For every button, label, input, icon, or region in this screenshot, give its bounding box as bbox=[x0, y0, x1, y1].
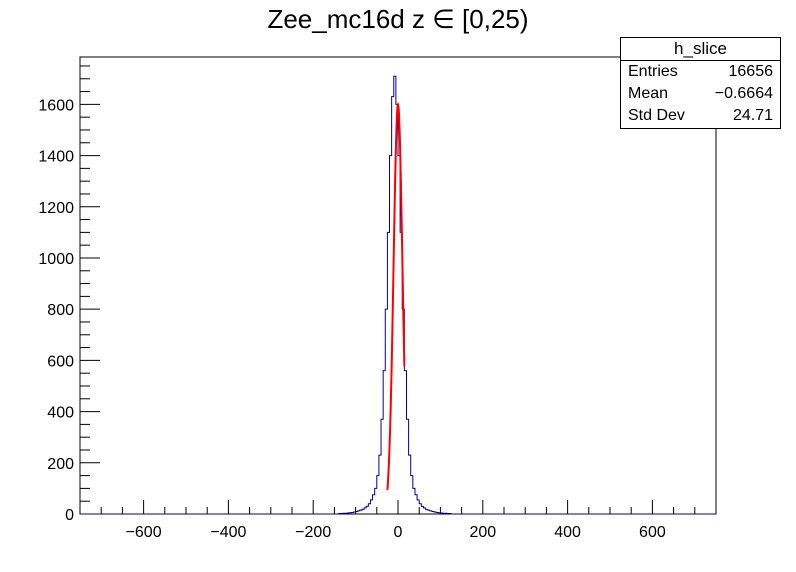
stats-row-stddev: Std Dev 24.71 bbox=[621, 105, 780, 127]
x-tick-label: 200 bbox=[469, 524, 496, 541]
x-tick-label: −600 bbox=[126, 524, 162, 541]
y-tick-label: 200 bbox=[47, 456, 74, 473]
y-tick-label: 0 bbox=[65, 507, 74, 524]
stats-label: Std Dev bbox=[628, 107, 685, 124]
x-axis: −600 −400 −200 0 200 400 600 bbox=[79, 500, 717, 541]
x-tick-label: 0 bbox=[394, 524, 403, 541]
x-tick-label: −400 bbox=[210, 524, 246, 541]
stats-label: Mean bbox=[628, 85, 669, 102]
x-tick-label: −200 bbox=[295, 524, 331, 541]
x-tick-label: 400 bbox=[554, 524, 581, 541]
y-tick-label: 1200 bbox=[38, 200, 74, 217]
y-tick-label: 800 bbox=[47, 302, 74, 319]
stats-row-entries: Entries 16656 bbox=[621, 61, 780, 83]
y-axis: 0 200 400 600 800 1000 1200 1400 1600 bbox=[38, 65, 100, 524]
y-tick-label: 600 bbox=[47, 353, 74, 370]
x-tick-label: 600 bbox=[639, 524, 666, 541]
stats-row-mean: Mean −0.6664 bbox=[621, 83, 780, 105]
stats-header: h_slice bbox=[621, 38, 780, 61]
stats-label: Entries bbox=[628, 63, 678, 80]
gaussian-fit-curve bbox=[386, 101, 406, 491]
y-tick-label: 1000 bbox=[38, 251, 74, 268]
y-tick-label: 400 bbox=[47, 405, 74, 422]
y-tick-label: 1600 bbox=[38, 97, 74, 114]
y-tick-label: 1400 bbox=[38, 149, 74, 166]
chart-title: Zee_mc16d z ∈ [0,25) bbox=[267, 4, 529, 34]
stats-value: −0.6664 bbox=[714, 85, 773, 102]
histogram-series bbox=[80, 75, 716, 515]
stats-value: 16656 bbox=[728, 63, 774, 80]
stats-box: h_slice Entries 16656 Mean −0.6664 Std D… bbox=[620, 37, 781, 129]
stats-value: 24.71 bbox=[732, 107, 773, 124]
